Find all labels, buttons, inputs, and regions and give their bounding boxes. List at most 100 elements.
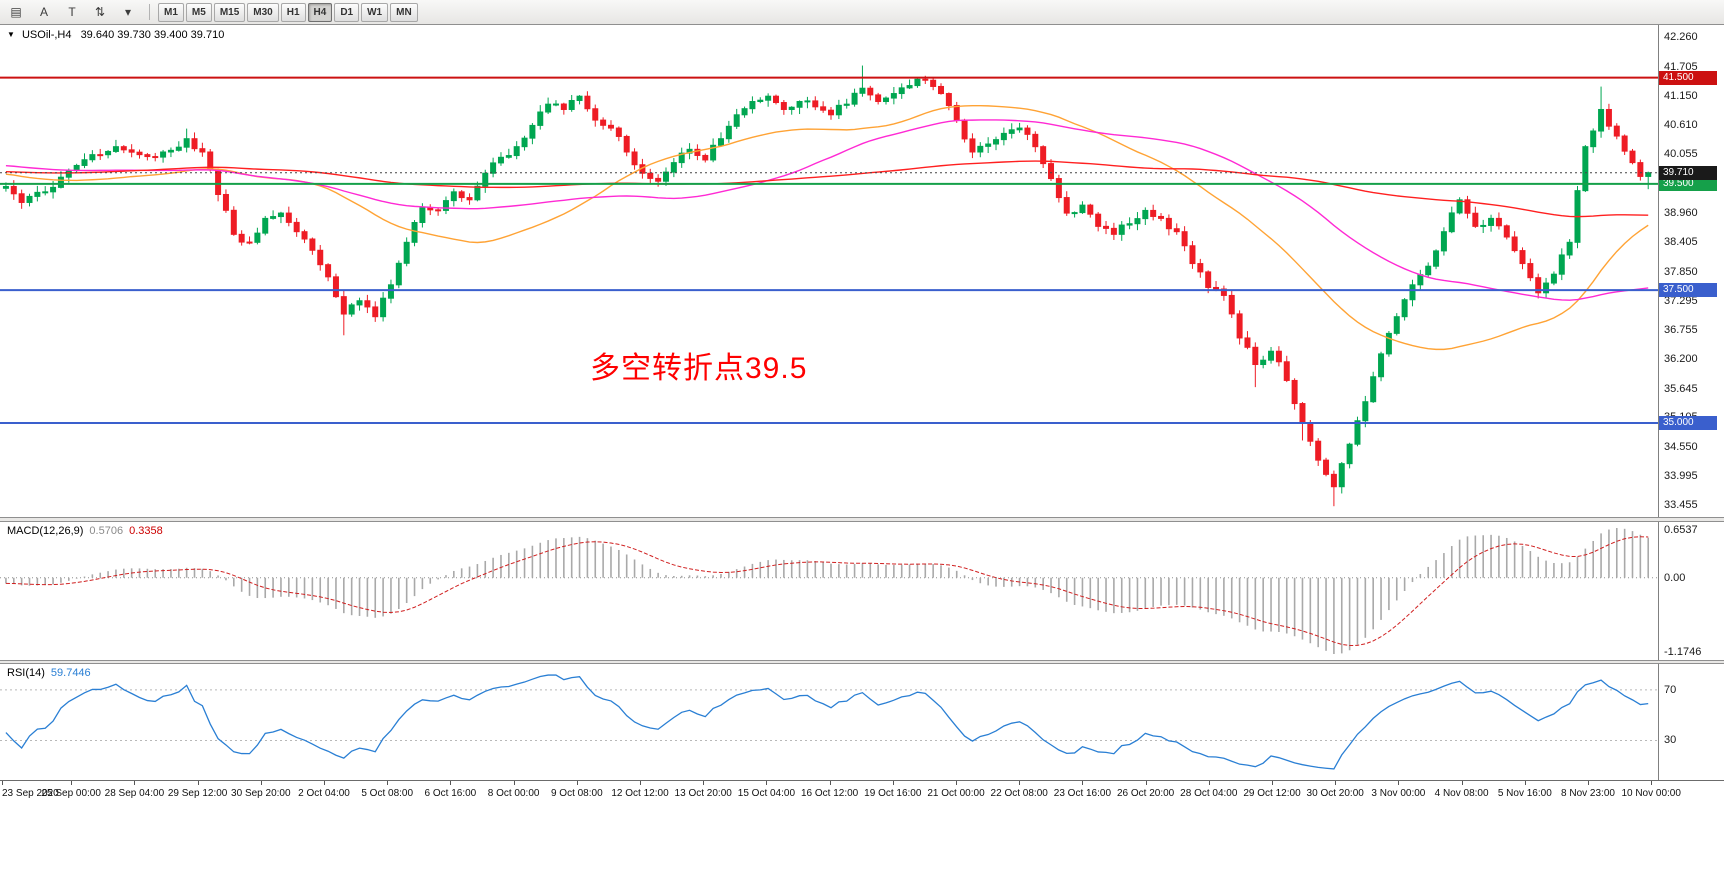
rsi-axis[interactable]: 70 30 — [1658, 664, 1724, 780]
timeframe-button-d1[interactable]: D1 — [334, 2, 360, 22]
rsi-level-label: 30 — [1664, 734, 1677, 747]
toolbar: ▤ A T ⇅ ▾ M1 M5 M15 M30 H1 H4 D1 W1 MN — [0, 0, 1724, 25]
price-tick: 33.455 — [1664, 499, 1698, 512]
macd-name: MACD(12,26,9) — [7, 525, 84, 537]
time-label: 15 Oct 04:00 — [737, 788, 796, 799]
time-tick — [640, 781, 641, 785]
price-axis[interactable]: 42.260 41.705 41.150 40.610 40.055 39.500 38.9… — [1658, 25, 1724, 517]
timeframe-group: M1 M5 M15 M30 H1 H4 D1 W1 MN — [157, 2, 419, 22]
drawing-tools-group: ▤ A T ⇅ ▾ — [2, 1, 142, 23]
symbol-label: USOil-,H4 — [21, 29, 72, 41]
time-label: 21 Oct 00:00 — [927, 788, 985, 799]
time-label: 13 Oct 20:00 — [674, 788, 732, 799]
time-label: 6 Oct 16:00 — [424, 788, 477, 799]
ohlc-values: 39.640 39.730 39.400 39.710 — [80, 29, 225, 41]
macd-signal-value: 0.3358 — [129, 525, 163, 537]
price-tick: 36.200 — [1664, 353, 1698, 366]
time-tick — [703, 781, 705, 785]
timeframe-button-m5[interactable]: M5 — [185, 2, 212, 22]
time-label: 12 Oct 12:00 — [611, 788, 669, 799]
time-tick — [1019, 781, 1021, 785]
rsi-panel: 70 30 RSI(14) 59.7446 — [0, 664, 1724, 780]
price-tick: 40.055 — [1664, 148, 1698, 161]
time-tick — [2, 781, 3, 785]
rsi-level-label: 70 — [1664, 683, 1677, 696]
macd-axis[interactable]: 0.6537 0.00 -1.1746 — [1658, 522, 1724, 660]
price-tick: 40.610 — [1664, 118, 1698, 131]
time-label: 3 Nov 00:00 — [1371, 788, 1426, 799]
time-tick — [260, 781, 262, 785]
chart-annotation-text[interactable]: 多空转折点39.5 — [590, 352, 808, 385]
chart-window: 42.260 41.705 41.150 40.610 40.055 39.500 38.9… — [0, 25, 1724, 891]
time-label: 16 Oct 12:00 — [800, 788, 859, 799]
time-tick — [513, 781, 515, 785]
panel-separator[interactable] — [0, 517, 1724, 522]
time-label: 2 Oct 04:00 — [298, 788, 350, 799]
timeframe-button-m30[interactable]: M30 — [247, 2, 279, 22]
time-tick — [956, 781, 957, 785]
time-tick — [134, 781, 136, 785]
time-tick — [1651, 781, 1653, 785]
updown-arrows-icon[interactable]: ⇅ — [94, 5, 106, 19]
time-tick — [71, 781, 73, 785]
timeframe-button-w1[interactable]: W1 — [361, 2, 389, 22]
current-price-badge: 39.710 — [1659, 165, 1717, 180]
time-tick — [576, 781, 578, 785]
price-tick: 36.755 — [1664, 323, 1698, 336]
collapse-triangle-icon[interactable]: ▼ — [7, 30, 15, 39]
macd-plot[interactable] — [0, 522, 1658, 660]
rsi-value: 59.7446 — [50, 667, 91, 679]
price-tick: 33.995 — [1664, 470, 1698, 483]
chart-list-icon[interactable]: ▤ — [10, 5, 22, 19]
time-tick — [1082, 781, 1084, 785]
macd-panel: 0.6537 0.00 -1.1746 MACD(12,26,9) 0.5706 0.3… — [0, 522, 1724, 660]
price-tick: 41.150 — [1664, 90, 1698, 103]
cursor-a-icon[interactable]: A — [39, 5, 48, 19]
time-label: 5 Oct 08:00 — [361, 788, 414, 799]
time-tick — [766, 781, 768, 785]
text-t-icon[interactable]: T — [68, 5, 76, 19]
time-tick — [1145, 781, 1147, 785]
time-tick — [1208, 781, 1210, 785]
time-tick — [1524, 781, 1526, 785]
rsi-header: RSI(14) 59.7446 — [7, 667, 91, 679]
time-tick — [1272, 781, 1273, 785]
time-tick — [1588, 781, 1589, 785]
timeframe-button-m15[interactable]: M15 — [213, 2, 246, 22]
time-label: 30 Oct 20:00 — [1306, 788, 1364, 799]
time-label: 8 Oct 00:00 — [487, 788, 540, 799]
time-axis[interactable]: 23 Sep 2020 25 Sep 00:00 28 Sep 04:00 29 Se… — [0, 780, 1724, 809]
time-label: 25 Sep 00:00 — [41, 788, 101, 799]
panel-separator[interactable] — [0, 660, 1724, 664]
price-tick: 35.645 — [1664, 382, 1698, 395]
time-label: 5 Nov 16:00 — [1497, 788, 1552, 799]
time-tick — [197, 781, 199, 785]
time-tick — [1335, 781, 1337, 785]
price-tick: 42.260 — [1664, 31, 1698, 44]
price-tick: 37.295 — [1664, 295, 1698, 308]
timeframe-button-h4[interactable]: H4 — [307, 2, 333, 22]
price-tick: 34.550 — [1664, 440, 1698, 453]
macd-tick: 0.00 — [1664, 571, 1686, 584]
time-label: 8 Nov 23:00 — [1561, 788, 1615, 799]
time-label: 28 Oct 04:00 — [1180, 788, 1238, 799]
time-label: 29 Sep 12:00 — [167, 788, 228, 799]
rsi-plot[interactable] — [0, 664, 1658, 780]
timeframe-button-mn[interactable]: MN — [390, 2, 418, 22]
timeframe-button-h1[interactable]: H1 — [280, 2, 306, 22]
time-tick — [829, 781, 831, 785]
time-tick — [450, 781, 452, 785]
dropdown-caret-icon[interactable]: ▾ — [124, 5, 132, 19]
time-tick — [324, 781, 325, 785]
price-level-badge: 41.500 — [1659, 70, 1717, 85]
price-level-badge: 39.500 — [1659, 176, 1717, 191]
time-tick — [387, 781, 389, 785]
time-label: 29 Oct 12:00 — [1243, 788, 1301, 799]
macd-main-value: 0.5706 — [89, 525, 124, 537]
timeframe-button-m1[interactable]: M1 — [158, 2, 184, 22]
price-tick: 37.850 — [1664, 265, 1698, 278]
time-label: 28 Sep 04:00 — [104, 788, 165, 799]
price-level-badge: 35.000 — [1659, 415, 1717, 430]
macd-tick: -1.1746 — [1664, 646, 1702, 658]
price-chart-plot[interactable] — [0, 25, 1658, 517]
